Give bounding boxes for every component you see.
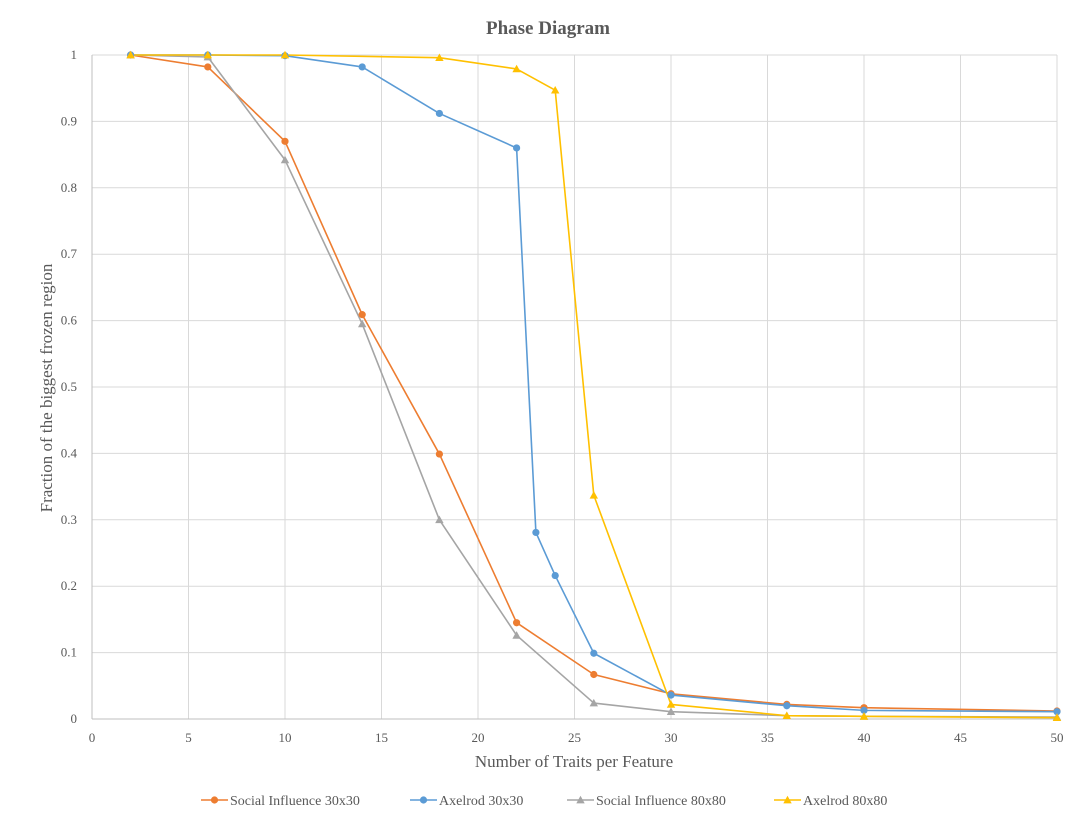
data-point-axelrod-80x80	[512, 64, 521, 73]
data-point-social-influence-80x80	[512, 631, 521, 639]
data-point-axelrod-30x30	[667, 691, 675, 699]
data-point-social-influence-80x80	[435, 515, 444, 524]
data-point-social-influence-30x30	[281, 137, 289, 145]
data-point-axelrod-30x30	[435, 109, 443, 118]
x-tick-label: 15	[375, 730, 388, 745]
legend-label: Social Influence 30x30	[230, 794, 360, 809]
y-tick-label: 0.5	[61, 379, 77, 394]
data-point-social-influence-30x30	[435, 450, 443, 458]
y-tick-label: 1	[71, 47, 78, 62]
data-point-axelrod-80x80	[666, 700, 676, 708]
series-lines	[130, 54, 1058, 719]
series-line-social-influence-30x30	[130, 54, 1058, 712]
y-tick-label: 0.1	[61, 645, 77, 660]
x-axis-label: Number of Traits per Feature	[475, 752, 673, 771]
y-tick-label: 0.7	[61, 246, 78, 261]
legend-label: Axelrod 80x80	[803, 794, 887, 809]
legend-swatch-marker	[783, 795, 792, 804]
legend-item-social-influence-80x80: Social Influence 80x80	[567, 794, 726, 809]
data-point-axelrod-80x80	[435, 53, 444, 62]
data-point-axelrod-30x30	[860, 706, 868, 714]
data-point-axelrod-80x80	[782, 711, 791, 720]
series-markers	[126, 50, 1062, 722]
y-tick-label: 0.8	[61, 180, 77, 195]
data-point-axelrod-30x30	[783, 702, 791, 710]
tick-labels: 00.10.20.30.40.50.60.70.80.910 5 10 15 20 25 3…	[61, 47, 1064, 745]
legend-swatch-marker	[419, 796, 428, 804]
y-tick-label: 0.6	[61, 313, 78, 328]
data-point-social-influence-80x80	[358, 319, 367, 328]
data-point-social-influence-80x80	[589, 698, 598, 707]
series-line-axelrod-30x30	[130, 54, 1058, 713]
x-tick-label: 20	[472, 730, 485, 745]
data-point-axelrod-30x30	[513, 144, 521, 152]
data-point-axelrod-30x30	[532, 528, 540, 537]
x-tick-label: 45	[954, 730, 967, 745]
data-point-axelrod-80x80	[551, 85, 560, 94]
data-point-axelrod-80x80	[1052, 713, 1062, 722]
series-line-axelrod-80x80	[130, 54, 1058, 719]
y-tick-label: 0.3	[61, 512, 77, 527]
data-point-axelrod-80x80	[203, 50, 212, 59]
data-point-social-influence-80x80	[666, 707, 676, 716]
x-tick-label: 50	[1051, 730, 1064, 745]
legend-label: Axelrod 30x30	[439, 794, 523, 809]
x-tick-label: 25	[568, 730, 581, 745]
legend-item-social-influence-30x30: Social Influence 30x30	[201, 794, 360, 809]
x-tick-label: 40	[858, 730, 871, 745]
y-tick-label: 0	[71, 711, 78, 726]
y-tick-label: 0.4	[61, 445, 78, 460]
data-point-axelrod-80x80	[589, 491, 598, 499]
legend-item-axelrod-80x80: Axelrod 80x80	[774, 794, 887, 809]
data-point-axelrod-30x30	[1053, 708, 1061, 716]
chart-title: Phase Diagram	[486, 18, 610, 39]
legend: Social Influence 30x30 Axelrod 30x30 Socia…	[201, 794, 887, 809]
x-tick-label: 30	[665, 730, 678, 745]
series-line-social-influence-80x80	[130, 54, 1058, 718]
data-point-axelrod-30x30	[358, 63, 366, 71]
legend-item-axelrod-30x30: Axelrod 30x30	[410, 794, 523, 809]
axes	[91, 55, 1057, 720]
data-point-axelrod-30x30	[551, 571, 559, 580]
legend-swatch-marker	[210, 796, 219, 804]
y-tick-label: 0.2	[61, 578, 77, 593]
data-point-axelrod-80x80	[859, 712, 869, 720]
data-point-social-influence-30x30	[204, 63, 212, 71]
data-point-axelrod-80x80	[280, 50, 290, 59]
x-tick-label: 5	[185, 730, 192, 745]
legend-label: Social Influence 80x80	[596, 794, 726, 809]
data-point-axelrod-80x80	[126, 50, 135, 59]
gridlines	[92, 54, 1058, 719]
data-point-social-influence-80x80	[280, 155, 290, 164]
y-tick-label: 0.9	[61, 113, 77, 128]
x-tick-label: 10	[279, 730, 292, 745]
data-point-social-influence-30x30	[358, 311, 366, 319]
data-point-axelrod-30x30	[590, 649, 598, 657]
data-point-social-influence-30x30	[513, 619, 521, 627]
x-tick-label: 35	[761, 730, 774, 745]
y-axis-label: Fraction of the biggest frozen region	[37, 263, 56, 512]
data-point-social-influence-30x30	[590, 670, 598, 679]
legend-swatch-marker	[576, 795, 585, 804]
x-tick-label: 0	[89, 730, 96, 745]
